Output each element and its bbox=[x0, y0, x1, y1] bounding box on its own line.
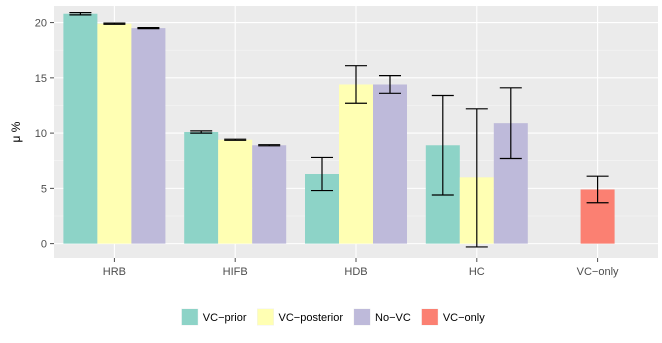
legend-label: VC−only bbox=[443, 312, 485, 324]
legend-label: No−VC bbox=[375, 312, 411, 324]
legend-item: VC−posterior bbox=[256, 307, 344, 327]
bar-HRB-VC−posterior bbox=[97, 23, 132, 244]
error-bar bbox=[137, 26, 160, 30]
error-bar bbox=[586, 175, 609, 204]
legend-item: No−VC bbox=[352, 307, 411, 327]
y-axis-title: μ % bbox=[9, 121, 23, 142]
error-bars-layer bbox=[69, 12, 609, 248]
error-bar bbox=[345, 65, 367, 104]
legend-swatch bbox=[354, 309, 371, 325]
error-bar bbox=[224, 138, 247, 141]
bar-HDB-No−VC bbox=[373, 84, 407, 244]
x-tick-label: HIFB bbox=[223, 266, 248, 278]
x-tick-label: HRB bbox=[103, 266, 126, 278]
legend: VC−prior VC−posterior No−VC VC−only bbox=[180, 307, 485, 327]
error-bar bbox=[69, 12, 92, 16]
y-axis: 0 5 10 15 20 bbox=[35, 18, 54, 251]
legend-item: VC−prior bbox=[180, 307, 247, 327]
error-bar bbox=[431, 94, 454, 196]
legend-item: VC−only bbox=[420, 307, 485, 327]
bar-HIFB-VC−posterior bbox=[218, 139, 253, 244]
legend-label: VC−prior bbox=[203, 312, 247, 324]
bar-HDB-VC−posterior bbox=[339, 84, 373, 244]
y-tick-label: 5 bbox=[41, 183, 47, 195]
bars-layer bbox=[63, 13, 615, 244]
y-tick-label: 15 bbox=[35, 73, 47, 85]
legend-swatch bbox=[257, 309, 274, 325]
error-bar bbox=[103, 22, 126, 25]
y-tick-label: 0 bbox=[41, 239, 47, 251]
y-tick-label: 10 bbox=[35, 128, 47, 140]
error-bar bbox=[258, 144, 281, 147]
x-axis: HRB HIFB HDB HC VC−only bbox=[103, 258, 619, 278]
legend-label: VC−posterior bbox=[279, 312, 344, 324]
bar-HRB-No−VC bbox=[131, 28, 166, 244]
y-tick-label: 20 bbox=[35, 18, 47, 30]
error-bar bbox=[499, 87, 522, 160]
x-tick-label: HDB bbox=[344, 266, 367, 278]
x-tick-label: VC−only bbox=[577, 266, 619, 278]
error-bar bbox=[379, 75, 401, 94]
error-bar bbox=[311, 156, 333, 192]
bar-HIFB-VC−prior bbox=[184, 132, 219, 244]
bar-HRB-VC−prior bbox=[63, 13, 98, 244]
legend-swatch bbox=[421, 309, 438, 325]
legend-swatch bbox=[181, 309, 198, 325]
error-bar bbox=[465, 108, 488, 248]
x-tick-label: HC bbox=[469, 266, 485, 278]
error-bar bbox=[190, 130, 213, 134]
bar-HIFB-No−VC bbox=[252, 145, 287, 244]
